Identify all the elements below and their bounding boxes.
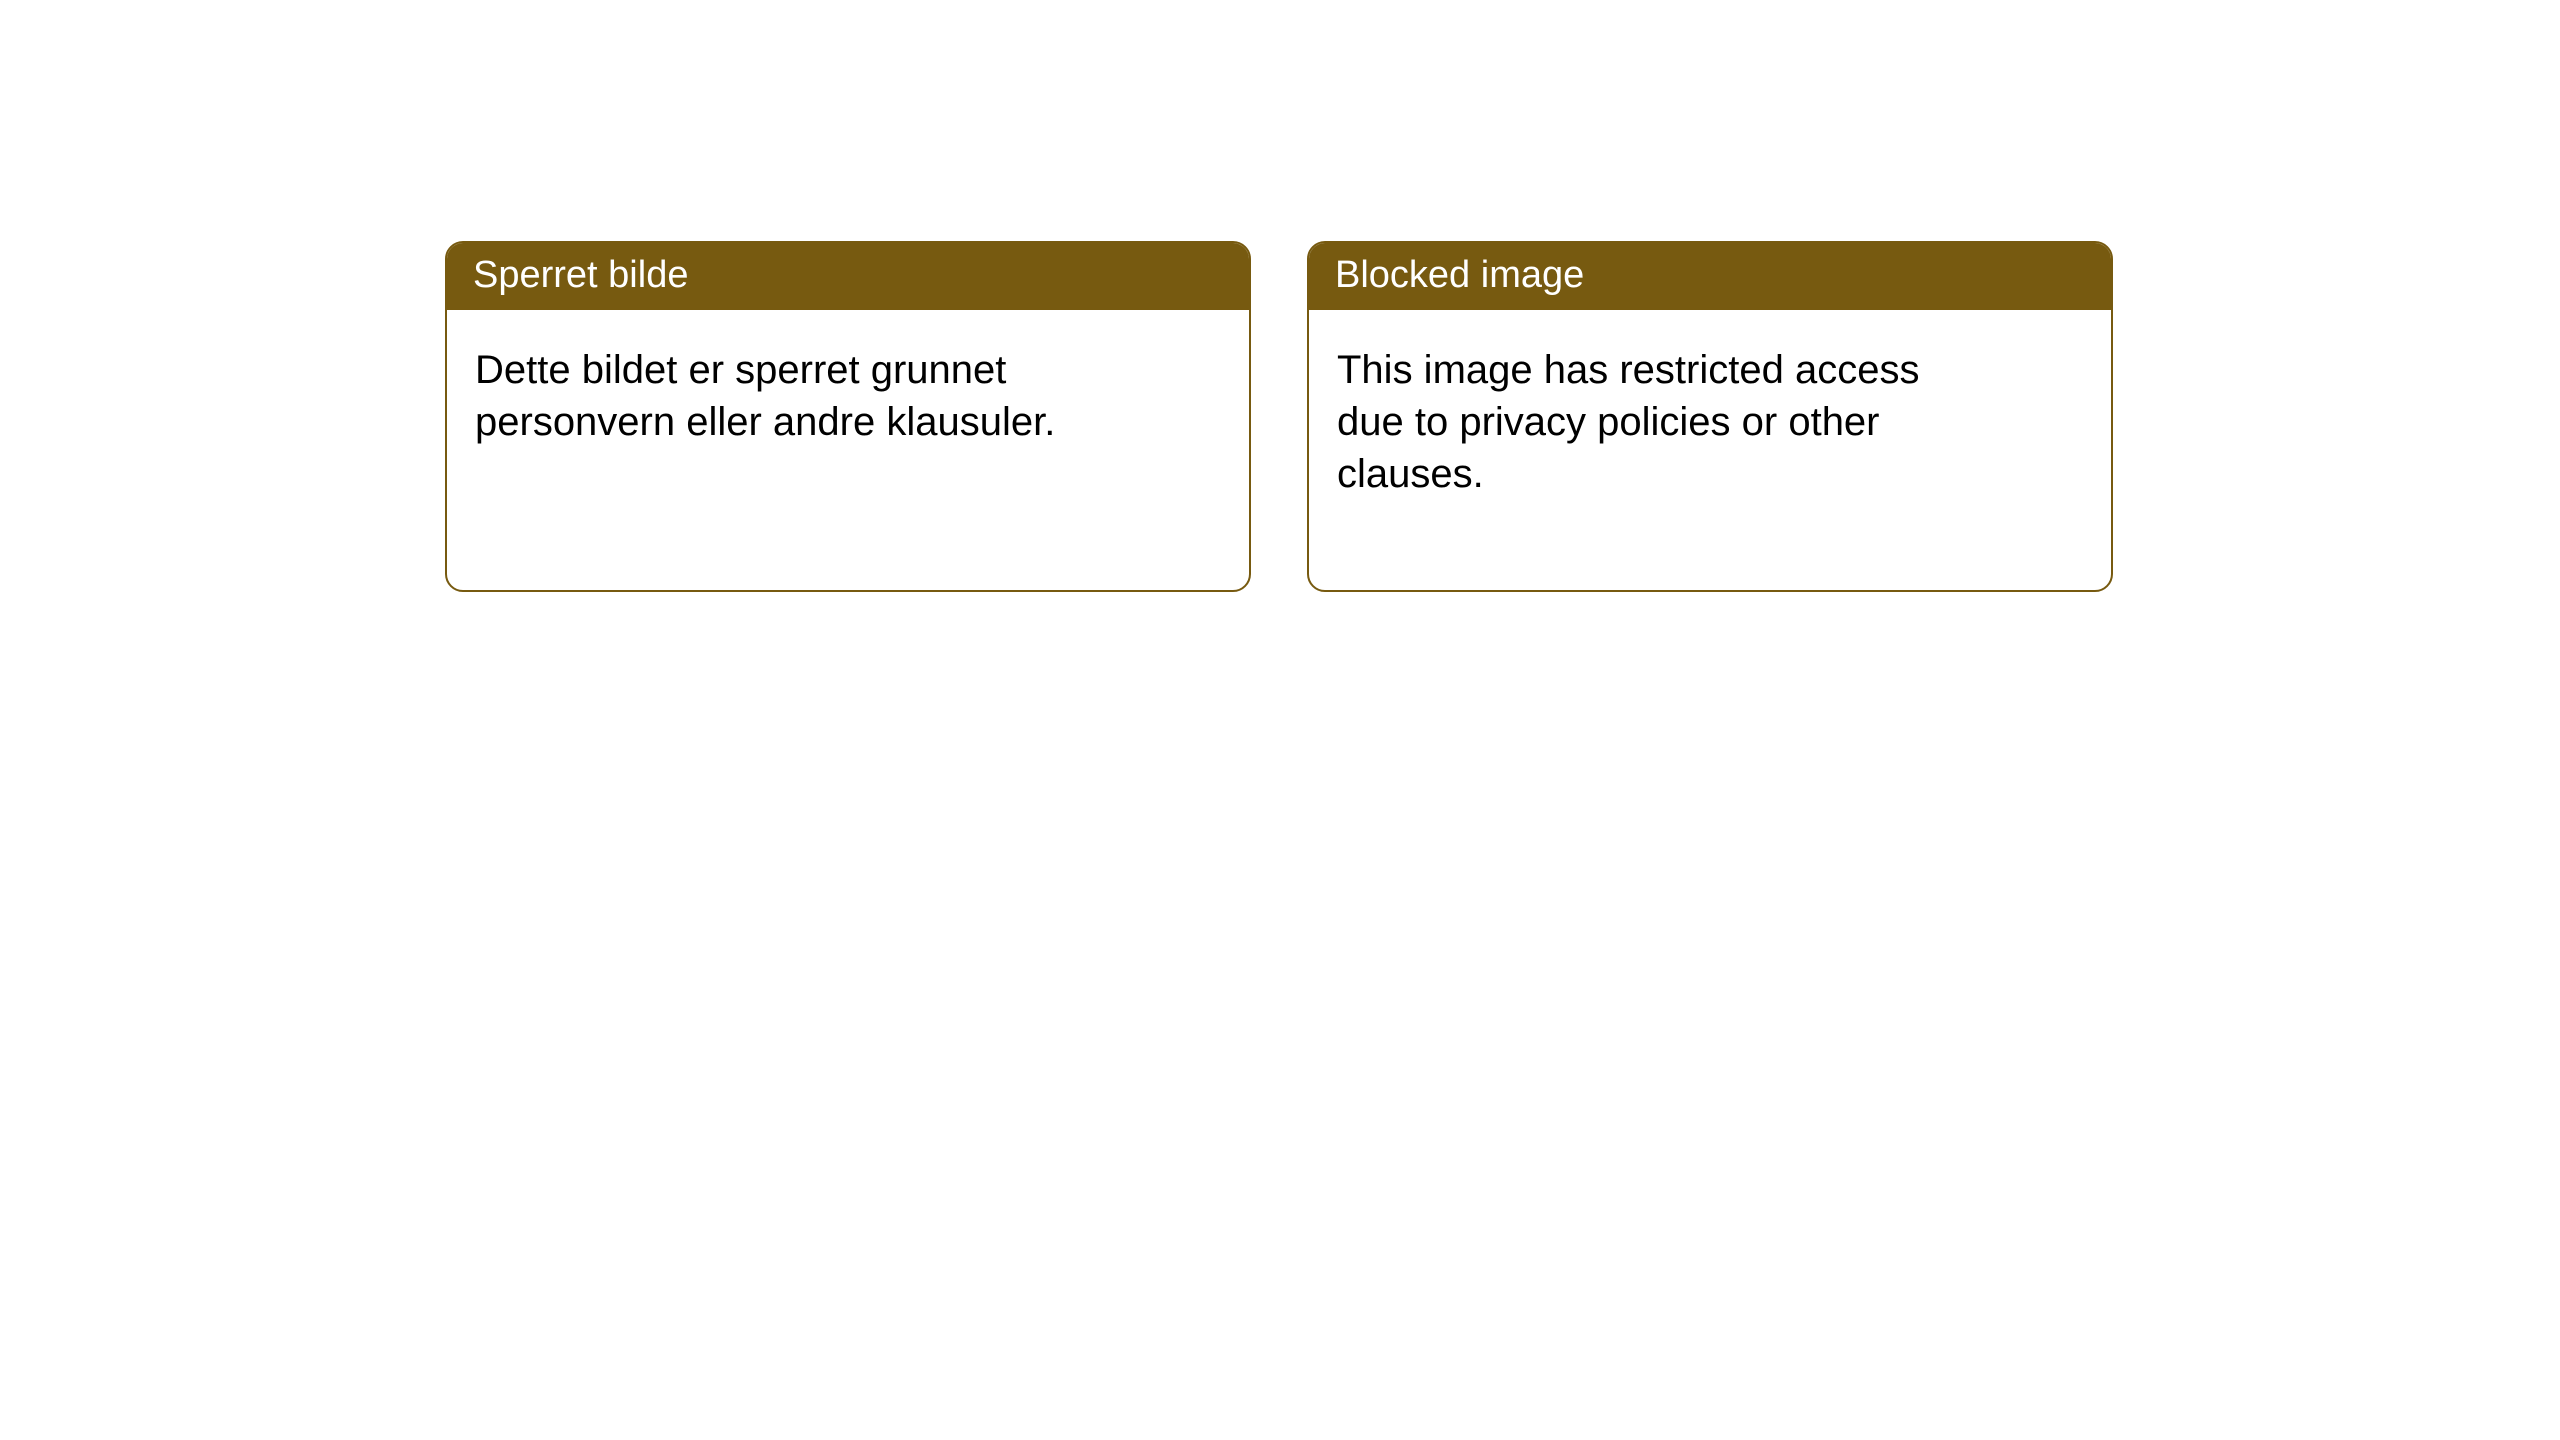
notice-container: Sperret bilde Dette bildet er sperret gr… (0, 0, 2560, 592)
notice-card-english: Blocked image This image has restricted … (1307, 241, 2113, 592)
notice-card-norwegian: Sperret bilde Dette bildet er sperret gr… (445, 241, 1251, 592)
notice-header: Sperret bilde (447, 243, 1249, 310)
notice-body: Dette bildet er sperret grunnet personve… (447, 310, 1127, 538)
notice-body: This image has restricted access due to … (1309, 310, 1989, 590)
notice-header: Blocked image (1309, 243, 2111, 310)
